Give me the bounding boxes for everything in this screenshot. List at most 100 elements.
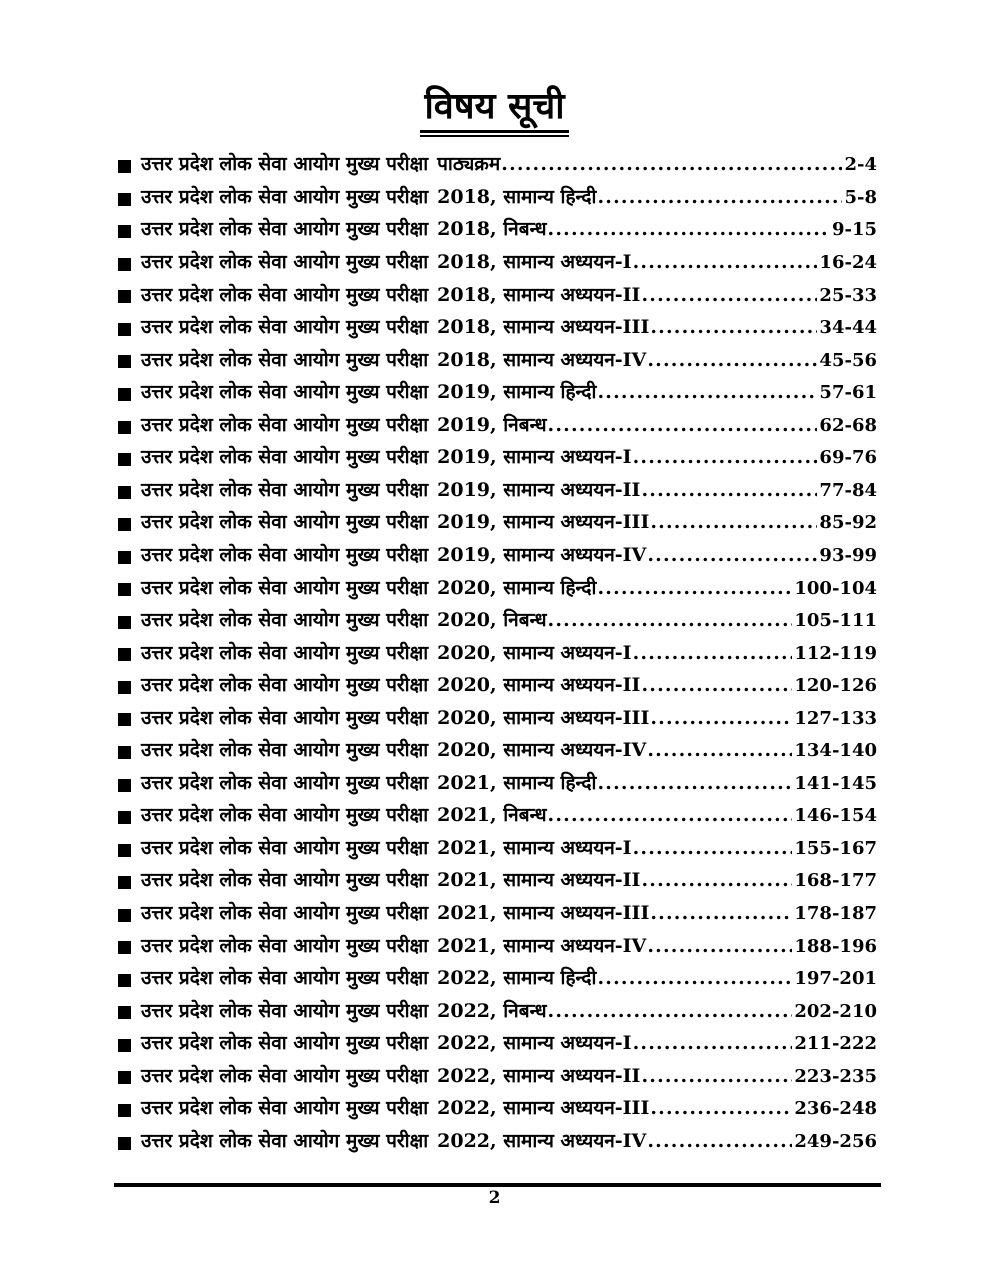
toc-entry-part: 2019, सामान्य हिन्दी bbox=[437, 381, 597, 404]
toc-entry-pages: 105-111 bbox=[794, 610, 877, 632]
toc-entry-part: 2019, सामान्य अध्ययन-IV bbox=[437, 543, 647, 566]
toc-entry-prefix: उत्तर प्रदेश लोक सेवा आयोग मुख्य परीक्षा bbox=[141, 1032, 429, 1055]
bullet-square-icon bbox=[118, 908, 131, 922]
bullet-square-icon bbox=[118, 1071, 131, 1085]
bullet-square-icon bbox=[118, 1136, 131, 1150]
toc-entry-pages: 77-84 bbox=[819, 479, 877, 501]
toc-entry-part: 2018, निबन्ध bbox=[437, 218, 547, 241]
toc-entry-prefix: उत्तर प्रदेश लोक सेवा आयोग मुख्य परीक्षा bbox=[141, 446, 429, 469]
bullet-square-icon bbox=[118, 485, 131, 499]
title-wrap: विषय सूची bbox=[0, 0, 989, 138]
toc-entry-prefix: उत्तर प्रदेश लोक सेवा आयोग मुख्य परीक्षा bbox=[141, 413, 429, 436]
bullet-square-icon bbox=[118, 811, 131, 825]
toc-entry-part: 2021, सामान्य अध्ययन-II bbox=[437, 869, 641, 892]
toc-leader: ........................................… bbox=[650, 1097, 792, 1120]
bullet-square-icon bbox=[118, 973, 131, 987]
toc-entry-part: 2022, सामान्य अध्ययन-II bbox=[437, 1064, 641, 1087]
toc-entry: उत्तर प्रदेश लोक सेवा आयोग मुख्य परीक्षा… bbox=[118, 313, 877, 346]
toc-entry-prefix: उत्तर प्रदेश लोक सेवा आयोग मुख्य परीक्षा bbox=[141, 283, 429, 306]
bullet-square-icon bbox=[118, 648, 131, 662]
toc-leader: ........................................… bbox=[650, 706, 792, 729]
toc-entry-part: 2020, सामान्य अध्ययन-I bbox=[437, 641, 632, 664]
toc-entry-pages: 134-140 bbox=[794, 740, 877, 762]
toc-entry-pages: 202-210 bbox=[794, 1000, 877, 1022]
bullet-square-icon bbox=[118, 713, 131, 727]
toc-leader: ........................................… bbox=[597, 771, 793, 794]
toc-entry-part: 2019, सामान्य अध्ययन-III bbox=[437, 511, 650, 534]
toc-entry-part: पाठ्यक्रम bbox=[437, 153, 501, 176]
toc-leader: ........................................… bbox=[647, 1129, 792, 1152]
bullet-square-icon bbox=[118, 680, 131, 694]
bullet-square-icon bbox=[118, 192, 131, 206]
toc-entry-prefix: उत्तर प्रदेश लोक सेवा आयोग मुख्य परीक्षा bbox=[141, 381, 429, 404]
toc-entry: उत्तर प्रदेश लोक सेवा आयोग मुख्य परीक्षा… bbox=[118, 443, 877, 476]
toc-entry: उत्तर प्रदेश लोक सेवा आयोग मुख्य परीक्षा… bbox=[118, 736, 877, 769]
toc-entry-part: 2020, सामान्य अध्ययन-II bbox=[437, 674, 641, 697]
bullet-square-icon bbox=[118, 355, 131, 369]
bullet-square-icon bbox=[118, 322, 131, 336]
toc-entry: उत्तर प्रदेश लोक सेवा आयोग मुख्य परीक्षा… bbox=[118, 769, 877, 802]
toc-entry-prefix: उत्तर प्रदेश लोक सेवा आयोग मुख्य परीक्षा bbox=[141, 316, 429, 339]
toc-entry-pages: 249-256 bbox=[794, 1130, 877, 1152]
toc-entry-pages: 100-104 bbox=[794, 577, 877, 599]
toc-entry: उत्तर प्रदेश लोक सेवा आयोग मुख्य परीक्षा… bbox=[118, 704, 877, 737]
toc-leader: ........................................… bbox=[632, 836, 793, 859]
toc-leader: ........................................… bbox=[547, 218, 830, 241]
toc-entry: उत्तर प्रदेश लोक सेवा आयोग मुख्य परीक्षा… bbox=[118, 1062, 877, 1095]
toc-entry-part: 2022, सामान्य अध्ययन-I bbox=[437, 1032, 632, 1055]
toc-entry-part: 2020, सामान्य अध्ययन-III bbox=[437, 706, 650, 729]
toc-entry-prefix: उत्तर प्रदेश लोक सेवा आयोग मुख्य परीक्षा bbox=[141, 901, 429, 924]
toc-leader: ........................................… bbox=[632, 446, 818, 469]
toc-leader: ........................................… bbox=[597, 967, 793, 990]
toc-entry-part: 2018, सामान्य अध्ययन-III bbox=[437, 316, 650, 339]
toc-entry-part: 2021, सामान्य अध्ययन-IV bbox=[437, 934, 647, 957]
toc-entry-pages: 34-44 bbox=[819, 317, 877, 339]
bullet-square-icon bbox=[118, 1038, 131, 1052]
toc-entry: उत्तर प्रदेश लोक सेवा आयोग मुख्य परीक्षा… bbox=[118, 964, 877, 997]
toc-leader: ........................................… bbox=[647, 934, 792, 957]
toc-entry-pages: 45-56 bbox=[819, 349, 877, 371]
toc-entry-pages: 85-92 bbox=[819, 512, 877, 534]
bullet-square-icon bbox=[118, 550, 131, 564]
toc-entry: उत्तर प्रदेश लोक सेवा आयोग मुख्य परीक्षा… bbox=[118, 183, 877, 216]
toc-entry-prefix: उत्तर प्रदेश लोक सेवा आयोग मुख्य परीक्षा bbox=[141, 153, 429, 176]
toc-entry-prefix: उत्तर प्रदेश लोक सेवा आयोग मुख्य परीक्षा bbox=[141, 967, 429, 990]
toc-entry-prefix: उत्तर प्रदेश लोक सेवा आयोग मुख्य परीक्षा bbox=[141, 934, 429, 957]
toc-entry: उत्तर प्रदेश लोक सेवा आयोग मुख्य परीक्षा… bbox=[118, 671, 877, 704]
toc-entry-part: 2022, निबन्ध bbox=[437, 999, 547, 1022]
toc-entry-part: 2020, सामान्य हिन्दी bbox=[437, 576, 597, 599]
toc-leader: ........................................… bbox=[641, 1064, 792, 1087]
toc-entry: उत्तर प्रदेश लोक सेवा आयोग मुख्य परीक्षा… bbox=[118, 899, 877, 932]
toc-entry-pages: 25-33 bbox=[819, 284, 877, 306]
toc-entry-part: 2018, सामान्य अध्ययन-I bbox=[437, 251, 632, 274]
toc-leader: ........................................… bbox=[597, 381, 817, 404]
toc-entry-part: 2021, सामान्य अध्ययन-I bbox=[437, 836, 632, 859]
toc-entry-part: 2018, सामान्य हिन्दी bbox=[437, 185, 597, 208]
toc-entry-pages: 127-133 bbox=[794, 707, 877, 729]
toc-entry-prefix: उत्तर प्रदेश लोक सेवा आयोग मुख्य परीक्षा bbox=[141, 1097, 429, 1120]
toc-entry-prefix: उत्तर प्रदेश लोक सेवा आयोग मुख्य परीक्षा bbox=[141, 543, 429, 566]
toc-entry: उत्तर प्रदेश लोक सेवा आयोग मुख्य परीक्षा… bbox=[118, 1127, 877, 1160]
toc-leader: ........................................… bbox=[647, 348, 817, 371]
toc-entry-prefix: उत्तर प्रदेश लोक सेवा आयोग मुख्य परीक्षा bbox=[141, 771, 429, 794]
toc-entry-part: 2021, निबन्ध bbox=[437, 804, 547, 827]
toc-entry: उत्तर प्रदेश लोक सेवा आयोग मुख्य परीक्षा… bbox=[118, 997, 877, 1030]
toc-leader: ........................................… bbox=[547, 413, 818, 436]
toc-entry: उत्तर प्रदेश लोक सेवा आयोग मुख्य परीक्षा… bbox=[118, 346, 877, 379]
toc-entry-pages: 223-235 bbox=[794, 1065, 877, 1087]
toc-entry-pages: 146-154 bbox=[794, 805, 877, 827]
toc-entry-prefix: उत्तर प्रदेश लोक सेवा आयोग मुख्य परीक्षा bbox=[141, 218, 429, 241]
toc-entry-part: 2022, सामान्य अध्ययन-IV bbox=[437, 1129, 647, 1152]
toc-entry-pages: 9-15 bbox=[831, 219, 877, 241]
toc-entry-pages: 93-99 bbox=[819, 544, 877, 566]
toc-entry: उत्तर प्रदेश लोक सेवा आयोग मुख्य परीक्षा… bbox=[118, 932, 877, 965]
toc-entry: उत्तर प्रदेश लोक सेवा आयोग मुख्य परीक्षा… bbox=[118, 150, 877, 183]
toc-entry-pages: 5-8 bbox=[844, 186, 877, 208]
toc-entry-pages: 141-145 bbox=[794, 772, 877, 794]
toc-entry-prefix: उत्तर प्रदेश लोक सेवा आयोग मुख्य परीक्षा bbox=[141, 185, 429, 208]
bullet-square-icon bbox=[118, 387, 131, 401]
toc-entry-part: 2019, निबन्ध bbox=[437, 413, 547, 436]
toc-entry-pages: 120-126 bbox=[794, 675, 877, 697]
bullet-square-icon bbox=[118, 453, 131, 467]
toc-leader: ........................................… bbox=[650, 901, 792, 924]
